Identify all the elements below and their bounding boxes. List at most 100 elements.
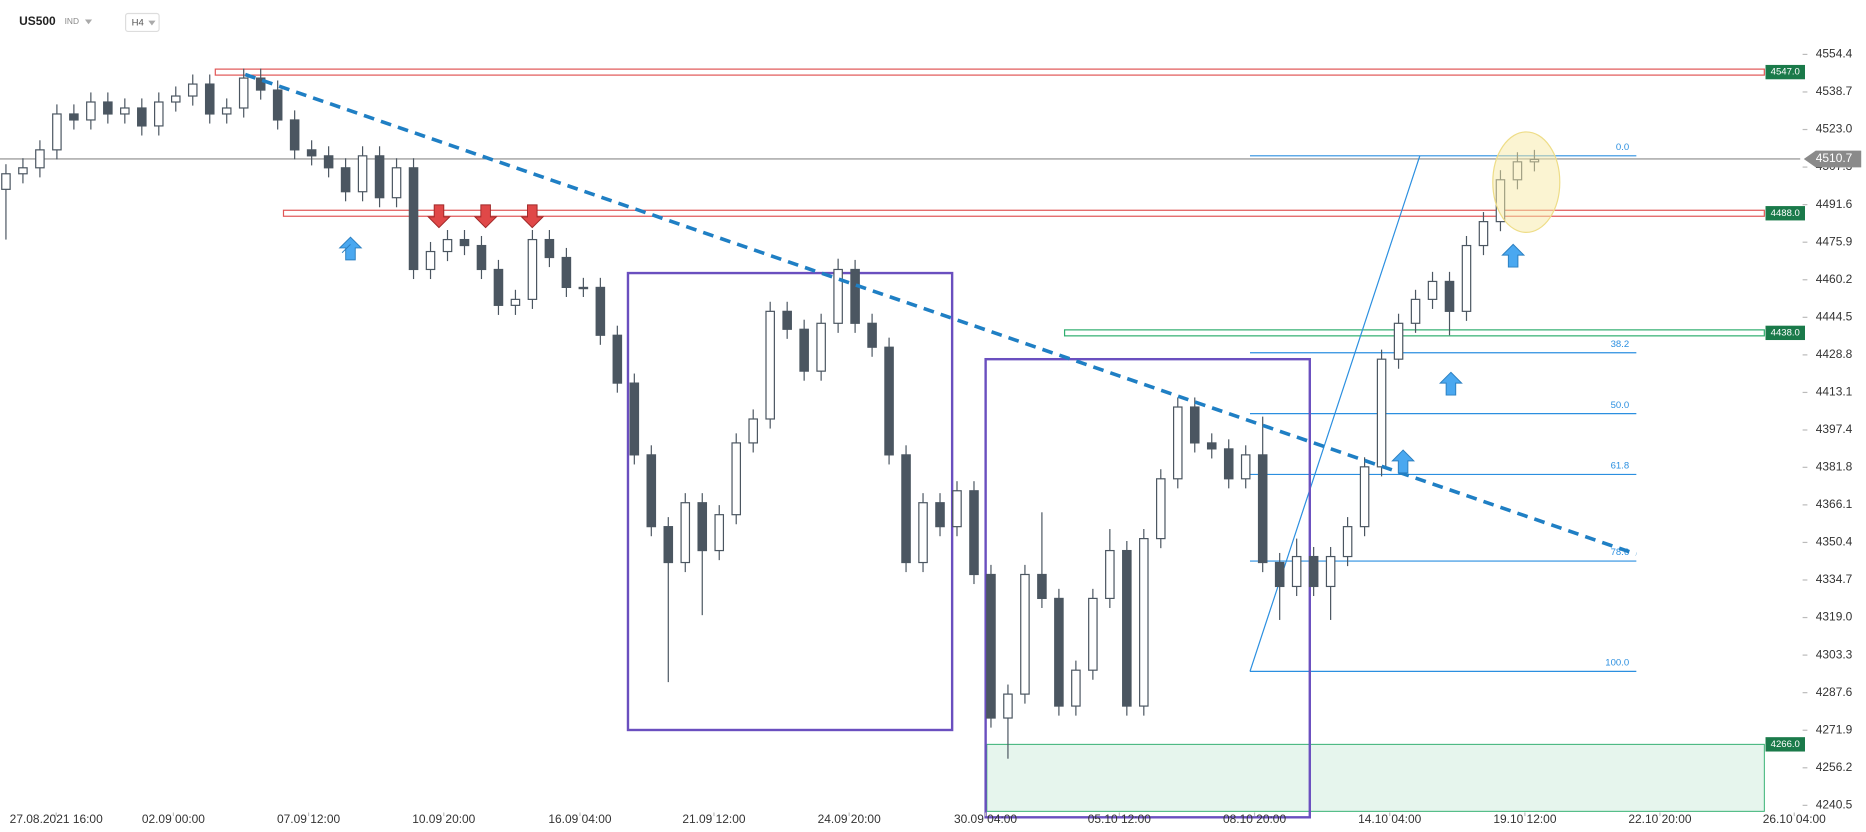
candle-body [340, 167, 351, 193]
candle-body [1223, 448, 1234, 480]
candles [1, 68, 1540, 759]
x-tick-label: 08.10 20:00 [1223, 812, 1286, 826]
candle-body [391, 167, 402, 199]
level-tag [1765, 64, 1805, 80]
candle-body [986, 573, 996, 719]
levels [0, 68, 1801, 812]
candle-body [765, 310, 775, 420]
candle-body [357, 155, 368, 193]
candle-body [731, 442, 742, 516]
level-tag [1765, 325, 1805, 341]
candle-body [154, 101, 164, 127]
candle-body [1071, 669, 1081, 707]
candle-body [52, 113, 62, 151]
candle-body [1105, 549, 1115, 600]
candle-body [1410, 298, 1421, 324]
candle-body [612, 334, 623, 384]
y-tick-label: 4319.0 [1816, 610, 1853, 624]
candle-body [714, 514, 725, 552]
candle-body [799, 328, 809, 372]
x-tick-label: 10.09 20:00 [412, 812, 475, 826]
candle-body [833, 268, 843, 324]
y-tick-label: 4350.4 [1816, 535, 1853, 549]
candle-body [1308, 555, 1319, 588]
x-tick-label: 24.09 20:00 [818, 812, 881, 826]
up-arrow [338, 236, 363, 261]
up-arrow [1439, 371, 1463, 396]
candle-body [680, 502, 691, 564]
y-tick-label: 4444.5 [1816, 309, 1853, 323]
y-tick-label: 4428.8 [1816, 347, 1853, 361]
arrows [338, 236, 1526, 474]
candle-body [238, 77, 249, 109]
candle-body [1444, 280, 1455, 312]
candle-body [969, 490, 979, 576]
candle-body [782, 310, 792, 330]
candle-body [1020, 573, 1030, 695]
candle-body [527, 238, 538, 300]
down-arrow [427, 204, 451, 229]
level-zone [214, 68, 1765, 76]
candle-body [901, 454, 911, 564]
y-tick-label: 4240.5 [1816, 798, 1853, 812]
candle-body [221, 107, 232, 115]
level-zone [1063, 329, 1765, 337]
dropdown-caret[interactable] [84, 19, 93, 25]
candle-body [1003, 693, 1013, 719]
candle-body [561, 256, 572, 289]
level-zone [282, 209, 1765, 217]
y-tick-label: 4271.9 [1816, 722, 1853, 736]
candle-body [1427, 280, 1438, 300]
symbol[interactable]: US500 [19, 14, 56, 28]
x-tick-label: 05.10 12:00 [1088, 812, 1151, 826]
candle-body [1054, 597, 1064, 707]
y-tick-label: 4381.8 [1816, 459, 1853, 473]
market: IND [65, 16, 79, 26]
y-tick-label: 4287.6 [1816, 685, 1853, 699]
candle-body [374, 155, 385, 199]
candle-body [629, 382, 640, 456]
candle-body [1359, 466, 1370, 528]
candle-body [18, 167, 28, 175]
down-arrow [473, 204, 498, 229]
candle-body [476, 244, 487, 271]
candle-body [187, 83, 198, 97]
x-tick-label: 26.10 04:00 [1763, 812, 1826, 826]
fib-label: 38.2 [1611, 339, 1630, 350]
candle-body [408, 167, 419, 271]
y-tick-label: 4303.3 [1816, 647, 1853, 661]
candle-body [1291, 555, 1302, 588]
fib-label: 100.0 [1605, 658, 1629, 669]
up-arrow [1501, 243, 1526, 268]
level-label: 4547.0 [1771, 67, 1800, 78]
arrows [427, 204, 545, 229]
candle-body [255, 77, 266, 91]
y-tick-label: 4491.6 [1816, 197, 1853, 211]
candle-body [850, 268, 860, 324]
current-price-tag [1803, 150, 1862, 168]
y-tick-label: 4334.7 [1816, 572, 1853, 586]
fib-label: 61.8 [1611, 461, 1630, 472]
candle-body [69, 113, 79, 121]
candle-body [1122, 549, 1132, 707]
candle-body [170, 95, 181, 103]
fib-label: 78.6 [1611, 547, 1630, 558]
y-tick-label: 4523.0 [1816, 122, 1853, 136]
candle-body [578, 286, 589, 290]
y-tick-label: 4554.4 [1816, 47, 1853, 61]
current-price-label: 4510.7 [1816, 151, 1853, 165]
x-tick-label: 16.09 04:00 [548, 812, 611, 826]
timeframe[interactable]: H4 [132, 18, 145, 29]
candle-body [35, 149, 45, 169]
down-arrow [520, 204, 545, 229]
timeframe-box[interactable] [124, 12, 160, 33]
candle-body [1088, 597, 1098, 671]
x-tick-label: 30.09 04:00 [954, 812, 1017, 826]
candle-body [935, 502, 945, 528]
candle-body [120, 107, 130, 115]
y-tick-label: 4460.2 [1816, 272, 1853, 286]
x-tick-label: 02.09 00:00 [142, 812, 205, 826]
fibonacci: 0.0 38.2 50.0 61.8 78.6 100.0 [1249, 142, 1637, 672]
dropdown-caret[interactable] [148, 20, 156, 26]
